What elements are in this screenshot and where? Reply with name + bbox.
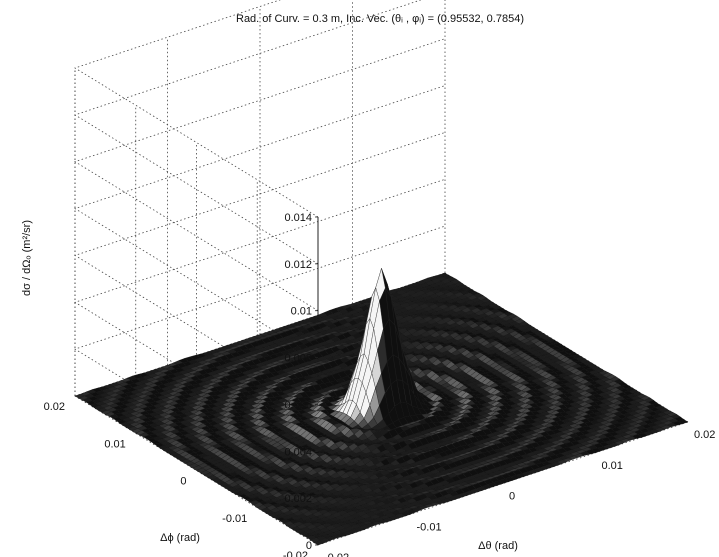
y-tick-label: -0.02 [283, 550, 308, 557]
y-tick-label: 0 [180, 476, 186, 488]
z-tick-label: 0.008 [284, 353, 312, 365]
surface-facet [313, 540, 325, 546]
y-tick-label: -0.01 [222, 513, 247, 525]
grid-line-floor [317, 421, 689, 546]
x-axis-label: Δθ (rad) [478, 540, 518, 552]
grid-line-z [74, 225, 446, 499]
grid-line-z [74, 0, 422, 265]
z-axis-label: dσ / dΩₒ (m²/sr) [21, 220, 33, 296]
z-tick-label: 0 [306, 540, 312, 552]
chart-title: Rad. of Curv. = 0.3 m, Inc. Vec. (θᵢ , φ… [236, 13, 524, 25]
z-tick-label: 0.012 [284, 259, 312, 271]
z-tick-label: 0.014 [284, 212, 312, 224]
z-tick-label: 0.006 [284, 399, 312, 411]
grid-line-z [74, 38, 446, 312]
x-tick-label: 0.01 [602, 460, 623, 472]
y-axis-label: Δϕ (rad) [160, 532, 200, 544]
x-tick-label: -0.02 [324, 552, 349, 557]
z-tick-label: 0.004 [284, 446, 312, 458]
x-tick-label: 0 [509, 491, 515, 503]
z-tick-label: 0.01 [291, 306, 312, 318]
surface-mesh [74, 267, 689, 546]
y-tick-label: 0.02 [44, 401, 65, 413]
grid-line-z [74, 85, 446, 358]
y-tick-label: 0.01 [104, 438, 125, 450]
x-tick-label: -0.01 [417, 521, 442, 533]
x-tick-label: 0.02 [694, 429, 715, 441]
grid-line-z [74, 0, 319, 218]
grid-line-z [74, 178, 446, 452]
tick-labels: 0 0.002 0.004 0.006 0.008 0.01 0.012 0.014 -0.02… [44, 212, 716, 557]
z-tick-label: 0.002 [284, 493, 312, 505]
